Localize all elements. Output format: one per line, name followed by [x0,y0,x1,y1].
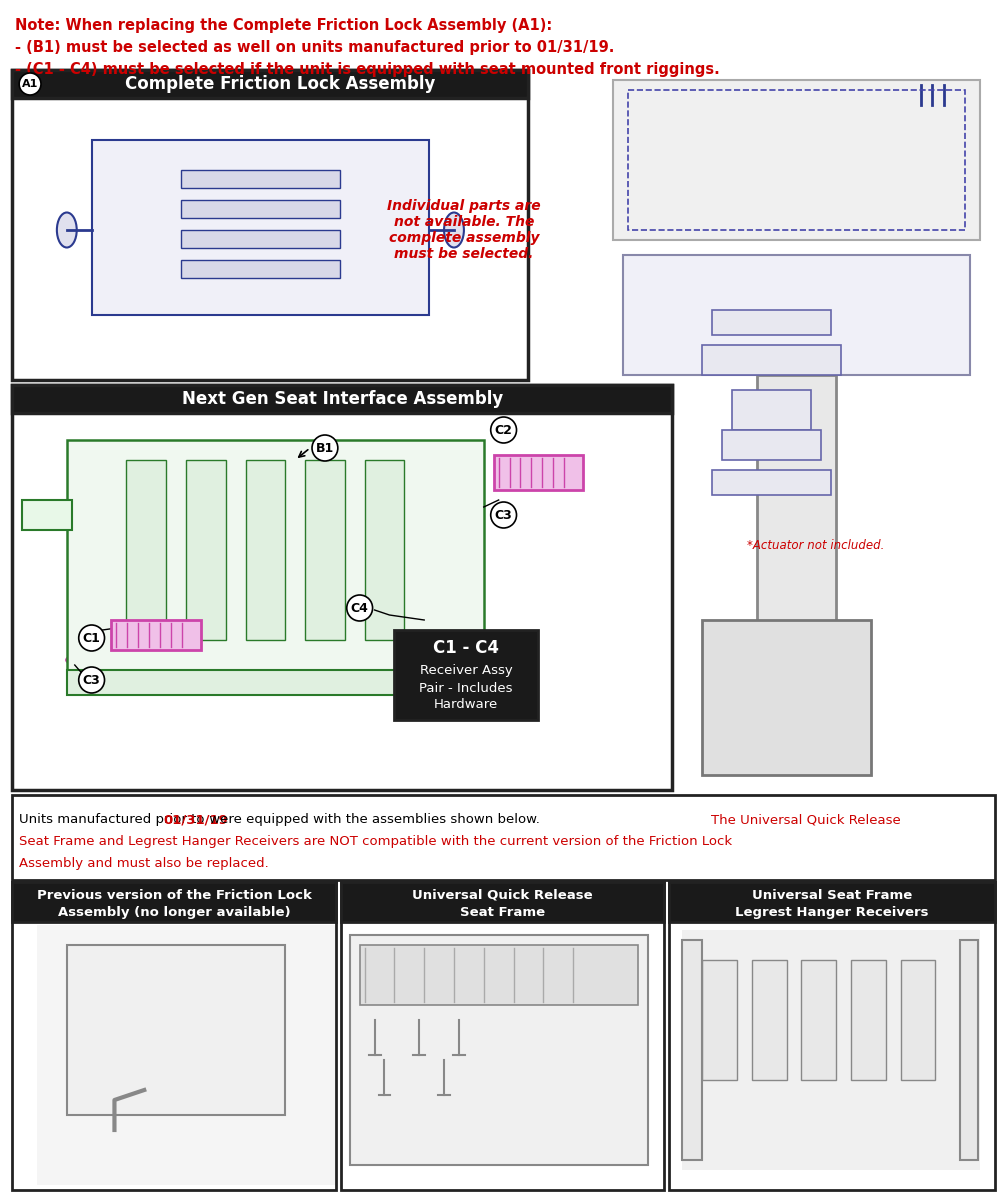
FancyBboxPatch shape [12,385,672,413]
FancyBboxPatch shape [394,630,538,721]
FancyBboxPatch shape [37,925,335,1185]
Text: Individual parts are
not available. The
complete assembly
must be selected.: Individual parts are not available. The … [387,198,541,262]
Text: Units manufactured prior to: Units manufactured prior to [19,813,209,826]
Circle shape [250,229,270,250]
Circle shape [347,595,373,621]
Text: C1 - C4: C1 - C4 [433,639,499,657]
FancyBboxPatch shape [341,882,664,923]
Text: Universal Quick Release: Universal Quick Release [412,889,593,901]
Ellipse shape [66,657,74,663]
Text: A1: A1 [22,79,38,88]
Text: - (C1 - C4) must be selected if the unit is equipped with seat mounted front rig: - (C1 - C4) must be selected if the unit… [15,62,720,76]
Ellipse shape [57,213,77,247]
FancyBboxPatch shape [702,960,737,1080]
Text: Legrest Hanger Receivers: Legrest Hanger Receivers [735,906,929,919]
Text: C3: C3 [83,674,100,686]
Text: Hardware: Hardware [434,698,498,711]
FancyBboxPatch shape [67,945,285,1115]
Circle shape [156,992,192,1028]
Circle shape [19,73,41,94]
FancyBboxPatch shape [181,229,340,249]
Text: Previous version of the Friction Lock: Previous version of the Friction Lock [37,889,311,901]
FancyBboxPatch shape [305,460,345,641]
FancyBboxPatch shape [757,375,836,695]
FancyBboxPatch shape [712,470,831,495]
FancyBboxPatch shape [960,940,978,1160]
FancyBboxPatch shape [92,140,429,315]
FancyBboxPatch shape [669,882,995,923]
FancyBboxPatch shape [181,170,340,188]
FancyBboxPatch shape [246,460,285,641]
Circle shape [491,502,517,528]
FancyBboxPatch shape [22,500,72,531]
Text: Pair - Includes: Pair - Includes [419,681,513,694]
Text: 01/31/19: 01/31/19 [164,813,228,826]
FancyBboxPatch shape [350,934,648,1165]
FancyBboxPatch shape [682,940,702,1160]
Text: C2: C2 [495,423,513,436]
Circle shape [79,625,105,651]
FancyBboxPatch shape [494,455,583,490]
FancyBboxPatch shape [12,795,995,880]
FancyBboxPatch shape [851,960,886,1080]
FancyBboxPatch shape [801,960,836,1080]
Text: Note: When replacing the Complete Friction Lock Assembly (A1):: Note: When replacing the Complete Fricti… [15,18,552,33]
FancyBboxPatch shape [722,430,821,460]
Text: Seat Frame and Legrest Hanger Receivers are NOT compatible with the current vers: Seat Frame and Legrest Hanger Receivers … [19,835,732,848]
Circle shape [79,667,105,693]
FancyBboxPatch shape [702,345,841,375]
Text: The Universal Quick Release: The Universal Quick Release [711,813,901,826]
Text: were equipped with the assemblies shown below.: were equipped with the assemblies shown … [205,813,544,826]
Text: Assembly (no longer available): Assembly (no longer available) [58,906,290,919]
FancyBboxPatch shape [623,255,970,375]
FancyBboxPatch shape [712,310,831,335]
Text: Complete Friction Lock Assembly: Complete Friction Lock Assembly [125,75,435,93]
Text: Receiver Assy: Receiver Assy [420,663,512,676]
Text: *Actuator not included.: *Actuator not included. [747,539,884,552]
FancyBboxPatch shape [732,390,811,430]
FancyBboxPatch shape [12,71,528,98]
FancyBboxPatch shape [111,620,201,650]
Ellipse shape [444,213,464,247]
FancyBboxPatch shape [702,620,871,776]
FancyBboxPatch shape [752,960,787,1080]
Text: C4: C4 [351,601,369,614]
Text: - (B1) must be selected as well on units manufactured prior to 01/31/19.: - (B1) must be selected as well on units… [15,39,615,55]
FancyBboxPatch shape [67,670,484,695]
Circle shape [732,645,841,755]
Text: Universal Seat Frame: Universal Seat Frame [752,889,912,901]
FancyBboxPatch shape [67,440,484,680]
FancyBboxPatch shape [360,945,638,1005]
Circle shape [312,435,338,461]
Text: Next Gen Seat Interface Assembly: Next Gen Seat Interface Assembly [182,390,503,407]
FancyBboxPatch shape [613,80,980,240]
FancyBboxPatch shape [12,882,336,923]
Text: C3: C3 [495,509,512,521]
Circle shape [233,212,288,268]
FancyBboxPatch shape [181,200,340,217]
Text: B1: B1 [316,441,334,454]
Text: Assembly and must also be replaced.: Assembly and must also be replaced. [19,857,269,870]
Text: C1: C1 [83,631,101,644]
FancyBboxPatch shape [682,930,980,1170]
FancyBboxPatch shape [901,960,935,1080]
Circle shape [491,417,517,443]
FancyBboxPatch shape [126,460,166,641]
FancyBboxPatch shape [186,460,226,641]
FancyBboxPatch shape [181,261,340,278]
FancyBboxPatch shape [365,460,404,641]
Circle shape [129,966,219,1055]
Text: Seat Frame: Seat Frame [460,906,545,919]
